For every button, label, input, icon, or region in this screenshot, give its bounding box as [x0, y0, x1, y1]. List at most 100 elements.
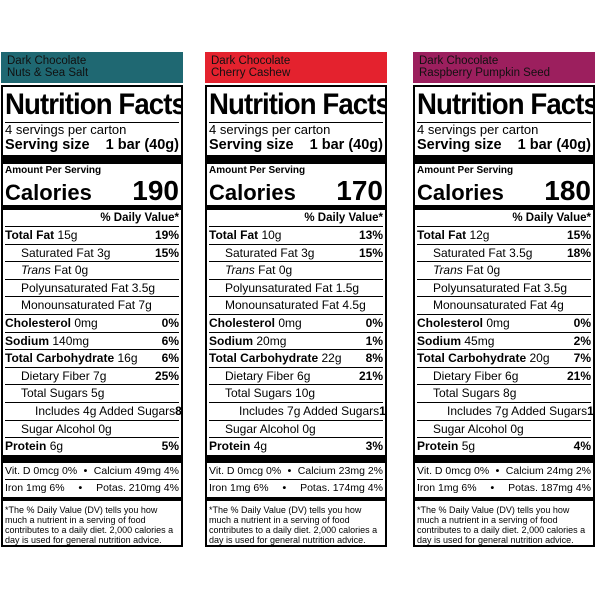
iron-potassium-row: Iron 1mg 6% • Potas. 174mg 4% [209, 479, 383, 497]
nutrient-label: Trans Fat 0g [225, 262, 292, 279]
potassium: Potas. 174mg 4% [300, 482, 383, 495]
bullet-icon: • [287, 464, 292, 477]
calories-row: Calories 190 [5, 177, 179, 205]
footnote-divider [415, 496, 593, 501]
label-text: 7% [573, 351, 591, 366]
label-text: Protein [209, 439, 251, 454]
sugar-alcohol-row: Sugar Alcohol 0g [417, 419, 591, 438]
total-sugars-row: Total Sugars 8g [417, 384, 591, 402]
label-text: 7g [287, 403, 301, 418]
nutrient-label: Saturated Fat 3g [21, 245, 110, 262]
total-fat-row: Total Fat 15g 19% [5, 226, 179, 244]
sodium-row: Sodium 140mg 6% [5, 331, 179, 350]
protein-row: Protein 5g 4% [417, 437, 591, 455]
calcium: Calcium 24mg 2% [505, 464, 591, 477]
nutrient-label: Sodium 140mg [5, 333, 89, 350]
label-text: Dietary Fiber [433, 368, 502, 383]
trans-fat-row: Trans Fat 0g [417, 261, 591, 279]
label-text: Trans [225, 263, 255, 278]
label-text: Total Carbohydrate [417, 351, 527, 366]
label-text: 1.5g [335, 280, 360, 295]
nutrient-label: Sodium 45mg [417, 333, 494, 350]
vitamin-d: Vit. D 0mcg 0% [209, 464, 282, 477]
nutrient-label: Sodium 20mg [209, 333, 286, 350]
total-fat-row: Total Fat 12g 15% [417, 226, 591, 244]
label-text: 6% [161, 333, 179, 348]
flavor-name-line1: Dark Chocolate [7, 55, 87, 67]
label-text: Polyunsaturated Fat [225, 280, 333, 295]
serving-size-row: Serving size 1 bar (40g) [417, 137, 591, 154]
daily-value-footnote: *The % Daily Value (DV) tells you how mu… [417, 504, 586, 545]
sugar-alcohol-row: Sugar Alcohol 0g [209, 419, 383, 438]
amount-per-serving: Amount Per Serving [5, 165, 102, 176]
medium-divider [3, 205, 181, 210]
label-text: Total Sugars [21, 386, 88, 401]
nutrition-facts-title: Nutrition Facts [5, 88, 183, 121]
dietary-fiber-row: Dietary Fiber 6g 21% [209, 366, 383, 385]
servings-per-container: 4 servings per carton [417, 122, 539, 137]
nutrient-label: Cholesterol 0mg [417, 315, 510, 332]
nutrient-label: Protein 5g [417, 438, 475, 455]
label-text: Dietary Fiber [225, 368, 294, 383]
label-text: 22g [321, 351, 342, 366]
nutrition-facts-title: Nutrition Facts [209, 88, 387, 121]
label-text: Saturated Fat [433, 245, 506, 260]
label-text: 4.5g [342, 298, 366, 313]
nutrient-label: Monounsaturated Fat 4g [433, 297, 564, 314]
protein-row: Protein 4g 3% [209, 437, 383, 455]
trans-fat-row: Trans Fat 0g [5, 261, 179, 279]
vitamins-divider [415, 454, 593, 463]
added-sugars-row: Includes 7g Added Sugars 14% [209, 401, 385, 420]
label-text: 8g [503, 386, 517, 401]
label-text: 3.5g [131, 280, 156, 295]
label-text: Protein [417, 439, 459, 454]
bullet-icon: • [490, 482, 495, 495]
label-text: 8% [365, 351, 383, 366]
label-text: Added Sugars [303, 403, 380, 418]
vitamin-d: Vit. D 0mcg 0% [417, 464, 490, 477]
label-text: Total Fat [5, 228, 55, 242]
vitamin-d-calcium-row: Vit. D 0mcg 0% • Calcium 49mg 4% [5, 463, 179, 480]
label-text: Saturated Fat [21, 245, 94, 260]
nutrient-label: Total Sugars 8g [433, 385, 516, 402]
nutrient-label: Total Carbohydrate 20g [417, 350, 550, 367]
iron-potassium-row: Iron 1mg 6% • Potas. 210mg 4% [5, 479, 179, 497]
label-text: 4g [83, 403, 97, 418]
total-carbohydrate-row: Total Carbohydrate 20g 7% [417, 349, 591, 367]
nutrient-label: Includes 7g Added Sugars [447, 403, 587, 420]
flavor-header: Dark Chocolate Raspberry Pumpkin Seed [413, 52, 595, 83]
monounsaturated-fat-row: Monounsaturated Fat 4g [417, 296, 591, 314]
label-text: 4% [573, 439, 591, 454]
label-text: Sodium [209, 333, 253, 348]
dietary-fiber-row: Dietary Fiber 6g 21% [417, 366, 591, 385]
label-text: 3.5g [509, 245, 533, 260]
bullet-icon: • [78, 482, 83, 495]
panel-cherry-cashew: Dark Chocolate Cherry Cashew Nutrition F… [205, 52, 387, 547]
nutrient-label: Total Carbohydrate 16g [5, 350, 138, 367]
label-text: 18% [566, 245, 591, 260]
serving-size-value: 1 bar (40g) [517, 137, 591, 153]
polyunsaturated-fat-row: Polyunsaturated Fat 3.5g [5, 278, 179, 297]
label-text: 7g [93, 368, 107, 383]
polyunsaturated-fat-row: Polyunsaturated Fat 3.5g [417, 278, 591, 297]
thick-divider [3, 155, 181, 164]
label-text: Fat 0g [466, 263, 501, 278]
footnote-divider [207, 496, 385, 501]
thick-divider [207, 155, 385, 164]
bullet-icon: • [83, 464, 88, 477]
label-text: Monounsaturated Fat [433, 298, 548, 313]
iron-potassium-row: Iron 1mg 6% • Potas. 187mg 4% [417, 479, 591, 497]
label-text: Polyunsaturated Fat [433, 280, 541, 295]
saturated-fat-row: Saturated Fat 3g 15% [5, 243, 179, 262]
label-text: 21% [566, 368, 591, 383]
label-text: Monounsaturated Fat [225, 298, 340, 313]
serving-size-label: Serving size [417, 137, 502, 153]
nutrient-label: Total Carbohydrate 22g [209, 350, 342, 367]
flavor-name-line2: Cherry Cashew [211, 67, 291, 79]
label-text: 6g [49, 439, 64, 454]
label-text: Total Sugars [225, 386, 292, 401]
nutrition-facts-label: Nutrition Facts 4 servings per carton Se… [205, 85, 387, 547]
label-text: 15% [154, 245, 179, 260]
label-text: Sodium [5, 333, 49, 348]
label-text: 20g [529, 351, 550, 366]
